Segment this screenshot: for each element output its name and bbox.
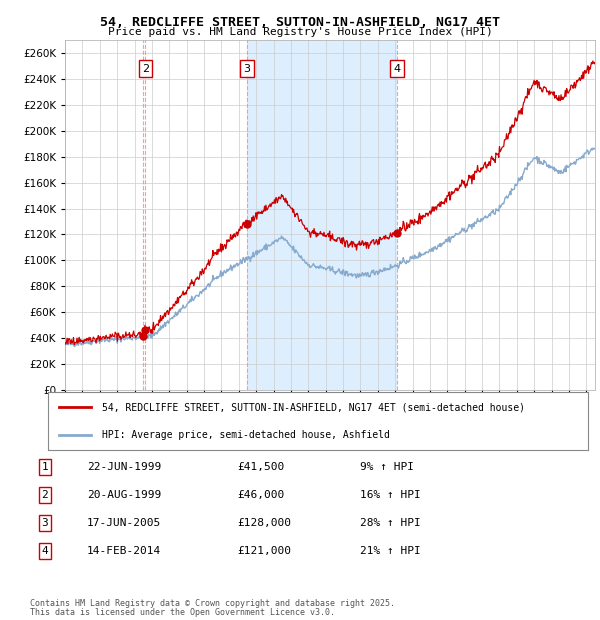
Text: 9% ↑ HPI: 9% ↑ HPI xyxy=(360,462,414,472)
Text: 4: 4 xyxy=(41,546,49,556)
Text: £41,500: £41,500 xyxy=(237,462,284,472)
Text: 2: 2 xyxy=(142,63,149,74)
Text: 3: 3 xyxy=(41,518,49,528)
Text: 16% ↑ HPI: 16% ↑ HPI xyxy=(360,490,421,500)
Bar xyxy=(247,40,397,390)
Text: HPI: Average price, semi-detached house, Ashfield: HPI: Average price, semi-detached house,… xyxy=(102,430,390,440)
Text: 2: 2 xyxy=(41,490,49,500)
Text: 54, REDCLIFFE STREET, SUTTON-IN-ASHFIELD, NG17 4ET: 54, REDCLIFFE STREET, SUTTON-IN-ASHFIELD… xyxy=(100,16,500,29)
Text: £121,000: £121,000 xyxy=(237,546,291,556)
Text: Price paid vs. HM Land Registry's House Price Index (HPI): Price paid vs. HM Land Registry's House … xyxy=(107,27,493,37)
Text: 1: 1 xyxy=(41,462,49,472)
Text: 14-FEB-2014: 14-FEB-2014 xyxy=(87,546,161,556)
Text: 22-JUN-1999: 22-JUN-1999 xyxy=(87,462,161,472)
Text: 21% ↑ HPI: 21% ↑ HPI xyxy=(360,546,421,556)
Text: Contains HM Land Registry data © Crown copyright and database right 2025.: Contains HM Land Registry data © Crown c… xyxy=(30,598,395,608)
Text: 4: 4 xyxy=(394,63,401,74)
Text: This data is licensed under the Open Government Licence v3.0.: This data is licensed under the Open Gov… xyxy=(30,608,335,617)
Text: 54, REDCLIFFE STREET, SUTTON-IN-ASHFIELD, NG17 4ET (semi-detached house): 54, REDCLIFFE STREET, SUTTON-IN-ASHFIELD… xyxy=(102,402,525,412)
Text: 17-JUN-2005: 17-JUN-2005 xyxy=(87,518,161,528)
Text: 28% ↑ HPI: 28% ↑ HPI xyxy=(360,518,421,528)
Text: 3: 3 xyxy=(243,63,250,74)
Text: £128,000: £128,000 xyxy=(237,518,291,528)
Text: 20-AUG-1999: 20-AUG-1999 xyxy=(87,490,161,500)
Text: £46,000: £46,000 xyxy=(237,490,284,500)
